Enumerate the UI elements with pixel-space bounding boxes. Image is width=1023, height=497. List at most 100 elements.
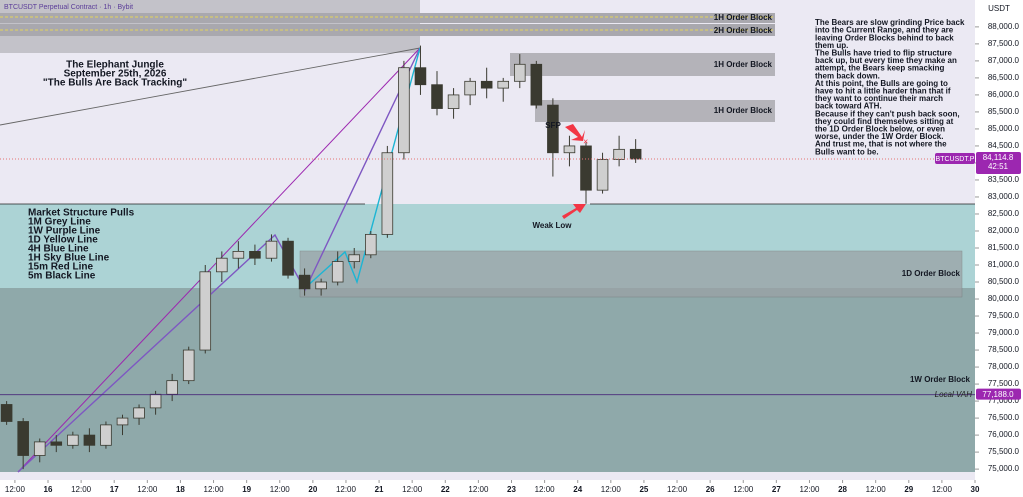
candle-body bbox=[149, 393, 162, 409]
order-block-zone bbox=[510, 53, 775, 76]
heading: The Elephant Jungle bbox=[66, 60, 164, 71]
x-tick-label: 12:00 bbox=[667, 485, 688, 494]
x-tick-label: 23 bbox=[507, 485, 516, 494]
structure-note: 1H Sky Blue Line bbox=[28, 253, 110, 264]
candle-body bbox=[580, 145, 592, 191]
y-tick-label: 80,500.0 bbox=[988, 277, 1020, 286]
symbol-label: BTCUSDT.P bbox=[936, 156, 975, 163]
y-tick-label: 75,500.0 bbox=[988, 447, 1020, 456]
y-tick-label: 77,500.0 bbox=[988, 379, 1020, 388]
x-tick-label: 12:00 bbox=[336, 485, 357, 494]
y-tick-label: 77,000.0 bbox=[988, 396, 1020, 405]
price-axis bbox=[975, 0, 1023, 497]
commentary-line: them up. bbox=[815, 41, 848, 50]
candle-body bbox=[83, 434, 96, 446]
time-axis bbox=[0, 480, 975, 497]
commentary-line: The Bears are slow grinding Price back bbox=[815, 18, 965, 27]
y-tick-label: 86,500.0 bbox=[988, 73, 1020, 82]
x-tick-label: 12:00 bbox=[866, 485, 887, 494]
x-tick-label: 16 bbox=[44, 485, 53, 494]
structure-note: Market Structure Pulls bbox=[28, 208, 135, 219]
vah-label: 77,188.0 bbox=[982, 390, 1014, 399]
y-tick-label: 85,000.0 bbox=[988, 124, 1020, 133]
y-tick-label: 82,000.0 bbox=[988, 226, 1020, 235]
x-tick-label: 12:00 bbox=[733, 485, 754, 494]
candle-body bbox=[265, 240, 278, 259]
x-tick-label: 12:00 bbox=[535, 485, 556, 494]
candle-body bbox=[182, 349, 195, 382]
commentary-line: they want to continue their march bbox=[815, 94, 943, 103]
y-tick-label: 87,000.0 bbox=[988, 56, 1020, 65]
arrow bbox=[562, 204, 586, 219]
order-block-label: 1W Order Block bbox=[910, 375, 971, 384]
candle-body bbox=[613, 148, 625, 160]
sfp-label: SFP bbox=[545, 121, 561, 130]
candle-body bbox=[629, 148, 642, 160]
candle-body bbox=[365, 233, 377, 256]
structure-note: 1D Yellow Line bbox=[28, 235, 98, 246]
candle-body bbox=[497, 80, 510, 89]
candle-body bbox=[216, 257, 228, 273]
commentary-line: they could find themselves sitting at bbox=[815, 117, 954, 126]
candle-body bbox=[480, 80, 493, 89]
x-tick-label: 30 bbox=[971, 485, 980, 494]
commentary-line: back up, but every time they make an bbox=[815, 56, 957, 65]
x-tick-label: 24 bbox=[573, 485, 582, 494]
candle-body bbox=[199, 271, 212, 351]
candle-body bbox=[348, 254, 361, 263]
candle-body bbox=[431, 84, 443, 109]
x-tick-label: 29 bbox=[904, 485, 913, 494]
y-tick-label: 87,500.0 bbox=[988, 39, 1020, 48]
candle-body bbox=[513, 63, 526, 82]
candle-body bbox=[447, 94, 460, 109]
x-tick-label: 19 bbox=[242, 485, 251, 494]
order-block-label: 2H Order Block bbox=[714, 26, 773, 35]
x-tick-label: 21 bbox=[375, 485, 384, 494]
vah-name: Local VAH bbox=[935, 390, 973, 399]
candle-body bbox=[282, 240, 294, 276]
candle-body bbox=[67, 434, 79, 446]
candle-body bbox=[0, 404, 13, 422]
commentary-line: The Bulls have tried to flip structure bbox=[815, 49, 952, 58]
y-tick-label: 80,000.0 bbox=[988, 294, 1020, 303]
commentary-line: At this point, the Bulls are going to bbox=[815, 79, 948, 88]
x-tick-label: 12:00 bbox=[71, 485, 92, 494]
candle-body bbox=[133, 407, 145, 419]
x-tick-label: 12:00 bbox=[204, 485, 225, 494]
structure-note: 15m Red Line bbox=[28, 262, 93, 273]
commentary-line: Because if they can't push back soon, bbox=[815, 109, 960, 118]
y-tick-label: 79,000.0 bbox=[988, 328, 1020, 337]
vah-tag bbox=[976, 388, 1021, 400]
y-tick-label: 83,500.0 bbox=[988, 175, 1020, 184]
order-block-zone bbox=[0, 13, 775, 23]
commentary-line: attempt, the Bears keep smacking bbox=[815, 64, 944, 73]
x-tick-label: 28 bbox=[838, 485, 847, 494]
commentary-line: back toward ATH. bbox=[815, 102, 882, 111]
chart-title: BTCUSDT Perpetual Contract · 1h · Bybit bbox=[4, 4, 133, 11]
commentary-line: leaving Order Blocks behind to back bbox=[815, 33, 954, 42]
commentary-line: And trust me, that is not where the bbox=[815, 140, 947, 149]
order-block-label: 1H Order Block bbox=[714, 60, 773, 69]
candle-body bbox=[116, 417, 129, 426]
commentary-line: them back down. bbox=[815, 71, 880, 80]
candle-body bbox=[331, 261, 344, 283]
candle-body bbox=[547, 104, 559, 154]
arrow bbox=[565, 124, 585, 141]
x-tick-label: 12:00 bbox=[5, 485, 26, 494]
order-block-zone bbox=[535, 100, 775, 122]
y-tick-label: 78,500.0 bbox=[988, 345, 1020, 354]
x-tick-label: 12:00 bbox=[468, 485, 489, 494]
daily-order-block bbox=[299, 250, 963, 298]
symbol-tag bbox=[935, 153, 975, 165]
cross-mark: × bbox=[583, 136, 588, 146]
commentary: The Bears are slow grinding Price backin… bbox=[814, 18, 965, 156]
x-tick-label: 25 bbox=[639, 485, 648, 494]
x-tick-label: 20 bbox=[308, 485, 317, 494]
x-tick-label: 12:00 bbox=[402, 485, 423, 494]
price-tag bbox=[976, 152, 1021, 175]
x-tick-label: 26 bbox=[706, 485, 715, 494]
order-block-label: 1H Order Block bbox=[714, 106, 773, 115]
x-tick-label: 12:00 bbox=[601, 485, 622, 494]
y-tick-label: 78,000.0 bbox=[988, 362, 1020, 371]
currency: USDT bbox=[988, 4, 1010, 13]
